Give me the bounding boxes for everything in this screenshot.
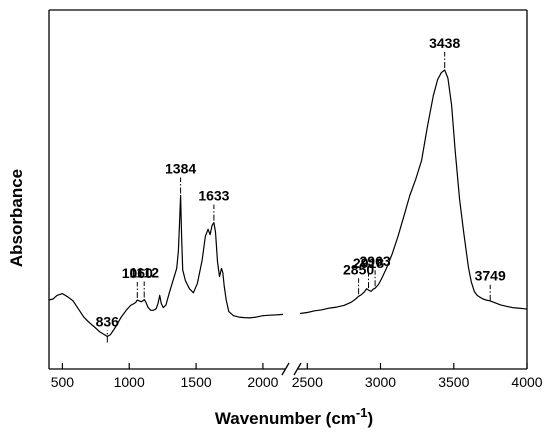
x-tick-label-1500: 1500 — [181, 374, 212, 390]
x-tick-label-1000: 1000 — [114, 374, 145, 390]
x-axis-title-main: Wavenumber (cm — [215, 409, 356, 428]
x-axis-title-superscript: -1 — [356, 405, 368, 420]
peak-label-1384: 1384 — [165, 161, 196, 177]
plot-frame-layer — [48, 9, 528, 376]
x-tick-label-4000: 4000 — [511, 374, 542, 390]
x-ticks-layer: 500 1000 1500 2000 2500 3000 3500 4000 — [51, 363, 543, 390]
x-axis-title-close: ) — [367, 409, 373, 428]
peak-label-2918: 2918 — [353, 255, 384, 271]
spectrum-line-segment-1 — [48, 194, 284, 338]
peak-label-1060: 1060 — [122, 265, 153, 281]
x-tick-label-3000: 3000 — [365, 374, 396, 390]
x-axis-title: Wavenumber (cm-1) — [215, 405, 373, 428]
peak-label-3749: 3749 — [475, 268, 506, 284]
x-tick-label-3500: 3500 — [438, 374, 469, 390]
x-tick-label-500: 500 — [51, 374, 75, 390]
x-tick-label-2000: 2000 — [247, 374, 278, 390]
peak-label-836: 836 — [96, 314, 120, 330]
spectrum-line-segment-2 — [299, 69, 528, 315]
spectrum-layer — [48, 69, 528, 338]
peak-label-3438: 3438 — [429, 35, 460, 51]
peak-label-1633: 1633 — [198, 188, 229, 204]
peak-label-1112: 1112 — [129, 265, 159, 281]
peak-label-2963: 2963 — [360, 253, 391, 269]
axis-break-mark-left — [281, 362, 290, 376]
x-tick-label-2500: 2500 — [292, 374, 323, 390]
axis-break-mark-right — [293, 362, 302, 376]
y-axis-title: Absorbance — [7, 169, 26, 267]
peak-label-2850: 2850 — [343, 261, 374, 277]
